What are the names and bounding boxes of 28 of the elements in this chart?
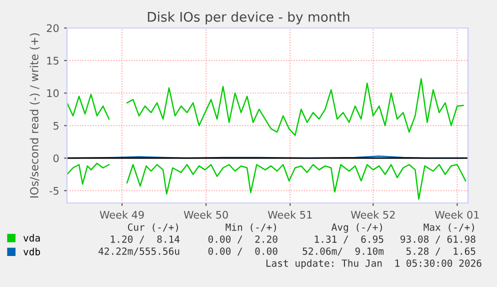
legend-label: vdb [23, 248, 40, 256]
x-tick-label: Week 50 [184, 210, 228, 219]
x-tick-label: Week 49 [100, 210, 144, 219]
text: Min (-/+) [226, 223, 276, 232]
x-tick-label: Week 51 [268, 210, 312, 219]
y-tick-label: -5 [49, 187, 58, 195]
text: 1.20 / 8.14 [110, 235, 180, 244]
text: 5.28 / 1.65 [406, 247, 476, 256]
legend-label: vda [23, 234, 40, 242]
text: 93.08 / 61.98 [400, 235, 476, 244]
text: 0.00 / 0.00 [208, 247, 278, 256]
y-tick-label: 10 [47, 89, 59, 98]
y-tick-label: 20 [46, 24, 59, 32]
text: 52.06m/ 9.10m [302, 247, 384, 256]
text: 0.00 / 2.20 [208, 235, 278, 244]
x-tick-label: Week 01 [434, 210, 479, 219]
x-tick-label: Week 52 [350, 210, 395, 219]
y-tick-label: 5 [54, 122, 58, 130]
y-tick-label: 15 [47, 56, 58, 65]
text: Max (-/+) [424, 223, 474, 232]
text: Last update: Thu Jan 1 05:30:00 2026 [266, 259, 482, 269]
text: Cur (-/+) [128, 223, 178, 232]
text: 1.31 / 6.95 [314, 235, 384, 244]
y-tick-label: 0 [53, 154, 59, 162]
text: Avg (-/+) [332, 223, 382, 233]
chart-title: Disk IOs per device - by month [148, 12, 350, 24]
text: 42.22m/555.56u [98, 247, 180, 256]
y-axis-title: IOs/second read (-) / write (+) [30, 33, 40, 198]
